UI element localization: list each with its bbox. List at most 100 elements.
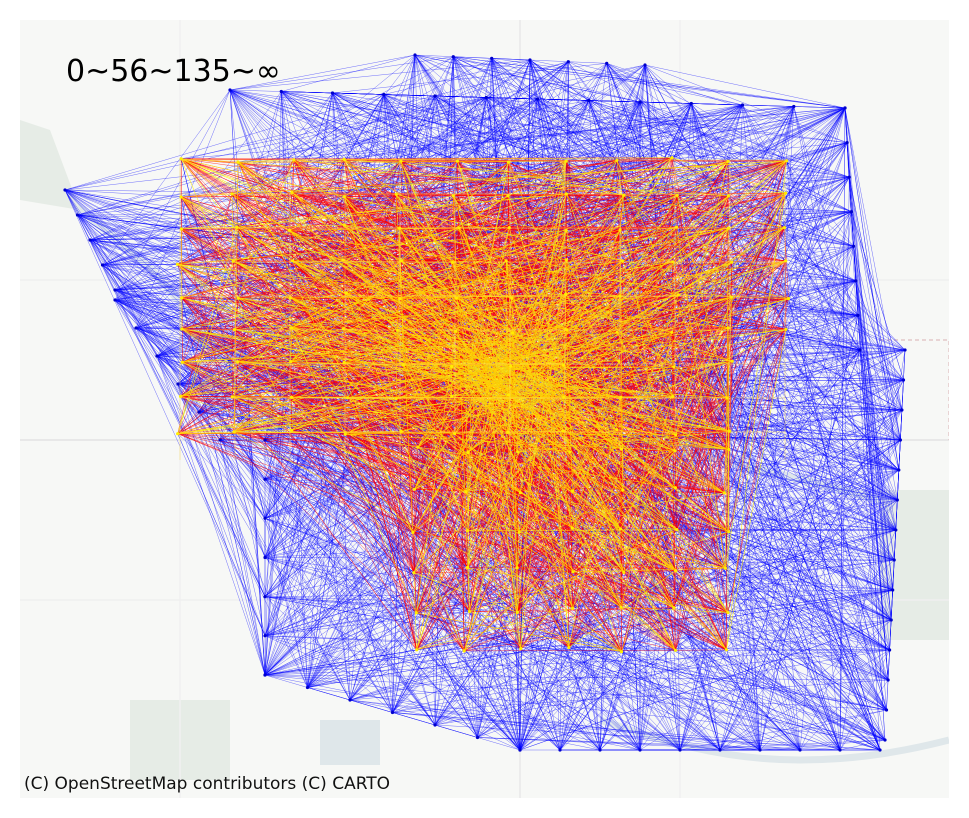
network-node: [398, 226, 402, 230]
nodes-layer: [63, 53, 907, 752]
network-node: [886, 678, 890, 682]
network-node: [510, 296, 514, 300]
network-node: [341, 327, 345, 331]
network-node: [897, 468, 901, 472]
network-node: [516, 450, 520, 454]
network-node: [180, 327, 184, 331]
network-node: [466, 450, 470, 454]
network-node: [179, 157, 183, 161]
network-node: [176, 382, 180, 386]
network-node: [396, 328, 400, 332]
network-node: [564, 228, 568, 233]
network-node: [343, 432, 347, 436]
network-node: [287, 228, 292, 232]
network-node: [506, 393, 511, 397]
network-node: [290, 428, 294, 433]
network-node: [740, 103, 745, 107]
network-node: [455, 159, 459, 163]
network-node: [504, 259, 508, 263]
network-node: [889, 618, 893, 622]
network-node: [678, 748, 682, 752]
network-node: [232, 328, 236, 332]
network-node: [279, 89, 283, 94]
network-node: [784, 259, 788, 263]
network-map[interactable]: [20, 20, 949, 798]
network-node: [236, 296, 240, 300]
network-node: [858, 348, 862, 352]
network-node: [845, 141, 849, 145]
network-node: [263, 634, 267, 638]
network-node: [305, 685, 310, 690]
network-node: [718, 748, 722, 752]
network-node: [722, 491, 726, 495]
edges-high-bin: [177, 157, 789, 652]
network-node: [849, 210, 854, 214]
network-node: [342, 157, 346, 161]
network-node: [672, 606, 676, 610]
network-node: [180, 360, 184, 364]
network-node: [587, 98, 591, 103]
network-edges: [179, 159, 786, 460]
network-node: [838, 748, 842, 752]
network-node: [263, 555, 267, 560]
network-node: [847, 175, 851, 179]
network-node: [291, 259, 295, 263]
network-node: [675, 528, 679, 532]
network-node: [288, 296, 292, 300]
network-node: [618, 294, 622, 298]
network-node: [394, 397, 398, 401]
network-node: [619, 605, 623, 609]
network-node: [263, 477, 267, 481]
network-node: [618, 527, 623, 531]
network-node: [726, 226, 730, 230]
lake: [320, 720, 380, 765]
network-node: [903, 348, 907, 352]
network-node: [605, 61, 609, 65]
network-node: [515, 610, 519, 615]
network-node: [564, 192, 569, 196]
network-node: [341, 258, 345, 262]
network-node: [134, 326, 138, 330]
map-frame[interactable]: 0~56~135~∞ (C) OpenStreetMap contributor…: [20, 20, 949, 798]
network-node: [113, 288, 117, 292]
river-south: [598, 716, 949, 764]
network-node: [450, 260, 455, 264]
network-node: [785, 159, 789, 163]
network-node: [180, 296, 184, 300]
network-node: [344, 291, 348, 295]
network-node: [622, 193, 626, 197]
network-node: [784, 327, 788, 331]
network-node: [263, 438, 267, 442]
network-node: [727, 447, 731, 452]
network-node: [615, 428, 619, 432]
network-node: [854, 279, 858, 283]
network-node: [672, 365, 676, 369]
network-node: [414, 611, 418, 615]
network-node: [726, 326, 730, 330]
network-node: [883, 738, 887, 742]
network-node: [726, 194, 731, 198]
network-node: [506, 160, 511, 164]
network-node: [290, 326, 294, 330]
network-node: [509, 364, 513, 368]
network-node: [782, 226, 787, 230]
network-node: [622, 570, 626, 575]
network-node: [519, 647, 523, 651]
network-node: [451, 55, 455, 59]
network-node: [727, 530, 731, 534]
network-node: [843, 106, 847, 110]
network-node: [852, 244, 856, 248]
network-node: [100, 263, 105, 267]
network-node: [155, 354, 159, 358]
network-node: [564, 292, 568, 296]
network-node: [564, 159, 568, 163]
legend-label: 0~56~135~∞: [66, 54, 281, 89]
network-node: [619, 650, 624, 654]
map-attribution: (C) OpenStreetMap contributors (C) CARTO: [24, 774, 391, 794]
network-node: [507, 226, 511, 230]
network-node: [673, 648, 678, 652]
network-node: [457, 226, 461, 230]
network-node: [289, 395, 294, 399]
network-node: [290, 190, 294, 194]
network-node: [726, 159, 730, 163]
